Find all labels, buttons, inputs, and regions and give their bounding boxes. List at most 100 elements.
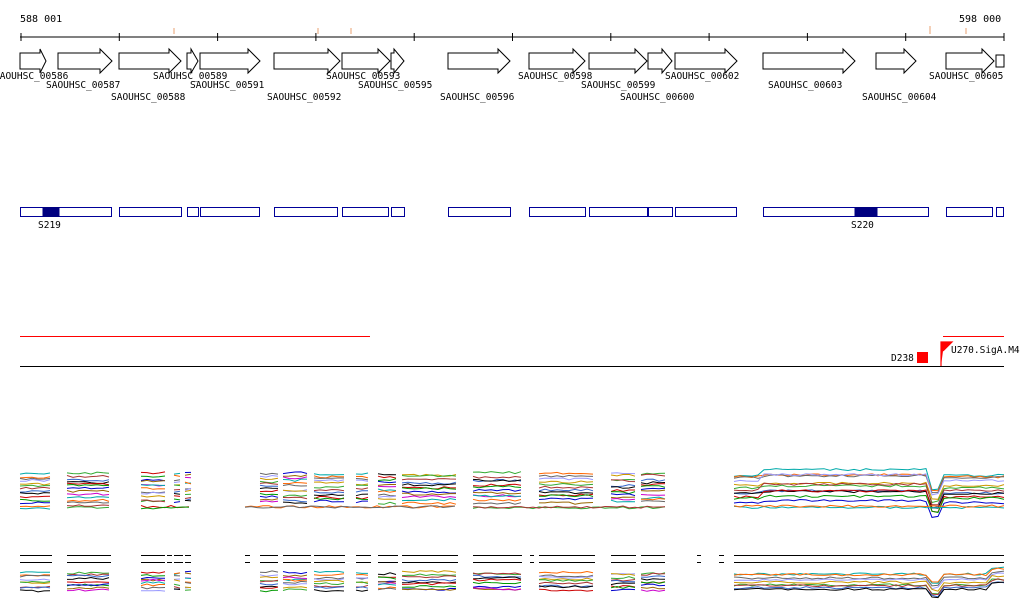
profile-line [259, 493, 279, 496]
gene-arrow[interactable] [447, 47, 511, 75]
profile-line [282, 478, 307, 482]
profile-line [66, 588, 110, 592]
profile-line [538, 585, 594, 589]
profile-line [472, 578, 522, 582]
profile-line [282, 501, 308, 504]
gene-arrow[interactable] [118, 47, 182, 75]
gene-label[interactable]: SAOUHSC_00603 [768, 80, 842, 91]
profile-line [733, 498, 1005, 518]
gene-arrow[interactable] [588, 47, 648, 75]
element-track: S219 S220 [20, 207, 1004, 231]
profile-line [19, 486, 51, 490]
gene-arrow[interactable] [57, 47, 113, 75]
gene-label[interactable]: SAOUHSC_00602 [665, 71, 739, 82]
profile-line [173, 481, 181, 484]
expression-profile-track [19, 555, 1005, 599]
element-box[interactable] [589, 207, 648, 217]
gene-label[interactable]: SAOUHSC_00589 [153, 71, 228, 82]
gene-arrow[interactable] [19, 48, 47, 74]
gene-arrow[interactable] [390, 47, 405, 75]
element-label[interactable]: S220 [851, 220, 874, 231]
profile-line [401, 474, 457, 478]
profile-line [355, 589, 369, 592]
gene-arrow[interactable] [762, 47, 856, 75]
gene-arrow[interactable] [995, 54, 1005, 68]
gene-label[interactable]: SAOUHSC_00586 [0, 71, 69, 82]
gene-label[interactable]: SAOUHSC_00605 [929, 71, 1003, 82]
gene-label[interactable]: SAOUHSC_00595 [358, 80, 432, 91]
profile-line [539, 501, 594, 505]
profile-line [173, 498, 181, 501]
element-box[interactable] [274, 207, 338, 217]
profile-line [610, 486, 636, 489]
gene-label[interactable]: SAOUHSC_00587 [46, 80, 120, 91]
feature-marker-d238[interactable] [917, 352, 928, 363]
gene-label[interactable]: SAOUHSC_00599 [581, 80, 656, 91]
profile-line [538, 482, 594, 486]
profile-line [282, 483, 308, 487]
profile-line [140, 487, 166, 490]
profile-line [313, 475, 345, 479]
element-box[interactable] [648, 207, 673, 217]
profile-line [19, 505, 51, 508]
profile-line [259, 480, 279, 484]
profile-line [140, 581, 166, 584]
element-box[interactable] [996, 207, 1004, 217]
profile-line [640, 581, 666, 584]
profile-line [313, 582, 345, 586]
profile-line [377, 480, 397, 484]
gene-label[interactable]: SAOUHSC_00600 [620, 92, 695, 103]
element-box[interactable] [187, 207, 199, 217]
profile-line [401, 490, 457, 494]
profile-line [173, 586, 181, 589]
gene-label[interactable]: SAOUHSC_00593 [326, 71, 400, 82]
gene-label[interactable]: SAOUHSC_00596 [440, 92, 515, 103]
feature-label[interactable]: D238 [891, 353, 914, 364]
gene-label[interactable]: SAOUHSC_00591 [190, 80, 265, 91]
gene-arrow[interactable] [945, 47, 995, 75]
element-box[interactable] [20, 207, 112, 217]
gene-arrow[interactable] [647, 47, 673, 75]
feature-label[interactable]: U270.SigA.M4 [951, 345, 1020, 356]
element-label[interactable]: S219 [38, 220, 61, 231]
profile-line [282, 583, 308, 586]
gene-arrow[interactable] [875, 47, 917, 75]
gene-arrow[interactable] [341, 47, 391, 75]
gene-arrow[interactable] [528, 47, 586, 75]
gene-arrow[interactable] [199, 47, 261, 75]
profile-line [259, 484, 279, 487]
profile-line [355, 478, 369, 481]
element-box-selected[interactable] [854, 207, 878, 217]
profile-line [282, 586, 308, 589]
profile-line [538, 575, 594, 579]
profile-line [66, 498, 110, 502]
gene-label[interactable]: SAOUHSC_00592 [267, 92, 341, 103]
element-box[interactable] [448, 207, 511, 217]
element-box-selected[interactable] [42, 207, 60, 217]
gene-arrow[interactable] [674, 47, 738, 75]
profile-line [313, 495, 344, 500]
element-box[interactable] [391, 207, 405, 217]
profile-line [538, 581, 594, 585]
element-box[interactable] [529, 207, 586, 217]
profile-line [313, 493, 345, 497]
gene-label[interactable]: SAOUHSC_00588 [111, 92, 186, 103]
profile-line [610, 489, 635, 492]
element-box[interactable] [200, 207, 260, 217]
profile-line [66, 506, 110, 509]
element-box[interactable] [763, 207, 929, 217]
profile-line [259, 477, 279, 481]
profile-line [377, 576, 397, 580]
feature-flag-icon[interactable] [940, 341, 954, 366]
profile-line [355, 479, 369, 482]
gene-label[interactable]: SAOUHSC_00604 [862, 92, 937, 103]
element-box[interactable] [342, 207, 389, 217]
gene-label[interactable]: SAOUHSC_00598 [518, 71, 593, 82]
profile-line [173, 579, 181, 582]
gene-arrow[interactable] [186, 47, 199, 75]
profile-line [313, 499, 344, 503]
element-box[interactable] [946, 207, 993, 217]
element-box[interactable] [119, 207, 182, 217]
gene-arrow[interactable] [273, 47, 341, 75]
element-box[interactable] [675, 207, 737, 217]
